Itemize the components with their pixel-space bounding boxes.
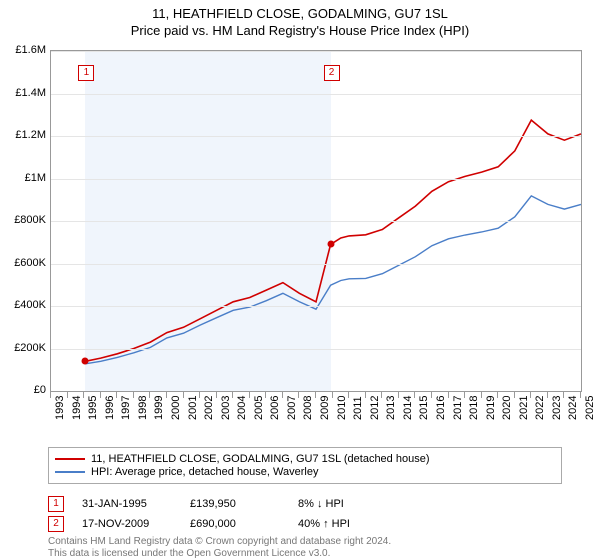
x-tick-label: 2010: [336, 396, 348, 420]
x-tick-label: 2003: [220, 396, 232, 420]
title-address: 11, HEATHFIELD CLOSE, GODALMING, GU7 1SL: [0, 6, 600, 21]
x-tick-label: 1995: [87, 396, 99, 420]
legend-row: 11, HEATHFIELD CLOSE, GODALMING, GU7 1SL…: [55, 453, 555, 465]
x-tick-label: 2025: [584, 396, 596, 420]
title-block: 11, HEATHFIELD CLOSE, GODALMING, GU7 1SL…: [0, 0, 600, 38]
x-tick-label: 2001: [187, 396, 199, 420]
x-tick-label: 2021: [518, 396, 530, 420]
x-axis: 1993 1994 1995 1996 1997 1998 1999 2000 2001 2002…: [50, 392, 580, 442]
x-tick-label: 2000: [170, 396, 182, 420]
x-tick-label: 2019: [485, 396, 497, 420]
x-tick-label: 2011: [352, 396, 364, 420]
y-tick-label: £400K: [14, 299, 46, 311]
x-tick-label: 2013: [385, 396, 397, 420]
sale-delta: 40% ↑ HPI: [298, 518, 388, 530]
footer: Contains HM Land Registry data © Crown c…: [48, 536, 391, 559]
x-tick-label: 2014: [402, 396, 414, 420]
x-tick-label: 2006: [269, 396, 281, 420]
sale-delta: 8% ↓ HPI: [298, 498, 388, 510]
sale-price: £690,000: [190, 518, 280, 530]
x-tick-label: 1993: [54, 396, 66, 420]
y-axis: £0£200K£400K£600K£800K£1M£1.2M£1.4M£1.6M: [0, 50, 50, 390]
x-tick-label: 2016: [435, 396, 447, 420]
x-tick-label: 2005: [253, 396, 265, 420]
chart-container: 11, HEATHFIELD CLOSE, GODALMING, GU7 1SL…: [0, 0, 600, 560]
x-tick-label: 2004: [236, 396, 248, 420]
sale-dot-icon: [82, 358, 89, 365]
legend-swatch: [55, 458, 85, 460]
y-tick-label: £1.2M: [15, 129, 46, 141]
sale-marker-icon: 1: [48, 496, 64, 512]
y-tick-label: £600K: [14, 257, 46, 269]
x-tick-label: 2009: [319, 396, 331, 420]
table-row: 2 17-NOV-2009 £690,000 40% ↑ HPI: [48, 516, 388, 532]
sale-marker-icon: 2: [48, 516, 64, 532]
footer-line2: This data is licensed under the Open Gov…: [48, 548, 391, 560]
sales-table: 1 31-JAN-1995 £139,950 8% ↓ HPI 2 17-NOV…: [48, 496, 388, 536]
legend-swatch: [55, 471, 85, 473]
sale-price: £139,950: [190, 498, 280, 510]
y-tick-label: £1M: [25, 172, 46, 184]
sale-dot-icon: [327, 241, 334, 248]
sale-date: 31-JAN-1995: [82, 498, 172, 510]
x-tick-label: 2008: [302, 396, 314, 420]
x-tick-label: 2015: [418, 396, 430, 420]
x-tick-label: 2018: [468, 396, 480, 420]
sale-date: 17-NOV-2009: [82, 518, 172, 530]
title-subtitle: Price paid vs. HM Land Registry's House …: [0, 23, 600, 38]
x-tick-label: 1997: [120, 396, 132, 420]
plot-area: 12: [50, 50, 582, 392]
y-tick-label: £0: [34, 384, 46, 396]
x-tick-label: 1999: [153, 396, 165, 420]
y-tick-label: £200K: [14, 342, 46, 354]
chart-marker-icon: 1: [78, 65, 94, 81]
x-tick-label: 2012: [369, 396, 381, 420]
legend-row: HPI: Average price, detached house, Wave…: [55, 466, 555, 478]
x-tick-label: 2020: [501, 396, 513, 420]
x-tick-label: 1994: [71, 396, 83, 420]
x-tick-label: 2024: [567, 396, 579, 420]
x-tick-label: 2022: [534, 396, 546, 420]
x-tick-label: 2002: [203, 396, 215, 420]
y-tick-label: £1.4M: [15, 87, 46, 99]
table-row: 1 31-JAN-1995 £139,950 8% ↓ HPI: [48, 496, 388, 512]
x-tick-label: 1996: [104, 396, 116, 420]
y-tick-label: £1.6M: [15, 44, 46, 56]
legend-box: 11, HEATHFIELD CLOSE, GODALMING, GU7 1SL…: [48, 447, 562, 484]
chart-marker-icon: 2: [324, 65, 340, 81]
x-tick-label: 2023: [551, 396, 563, 420]
y-tick-label: £800K: [14, 214, 46, 226]
x-tick-label: 2017: [452, 396, 464, 420]
x-tick-label: 1998: [137, 396, 149, 420]
legend-label: HPI: Average price, detached house, Wave…: [91, 466, 318, 478]
x-tick-label: 2007: [286, 396, 298, 420]
footer-line1: Contains HM Land Registry data © Crown c…: [48, 536, 391, 548]
legend-label: 11, HEATHFIELD CLOSE, GODALMING, GU7 1SL…: [91, 453, 429, 465]
